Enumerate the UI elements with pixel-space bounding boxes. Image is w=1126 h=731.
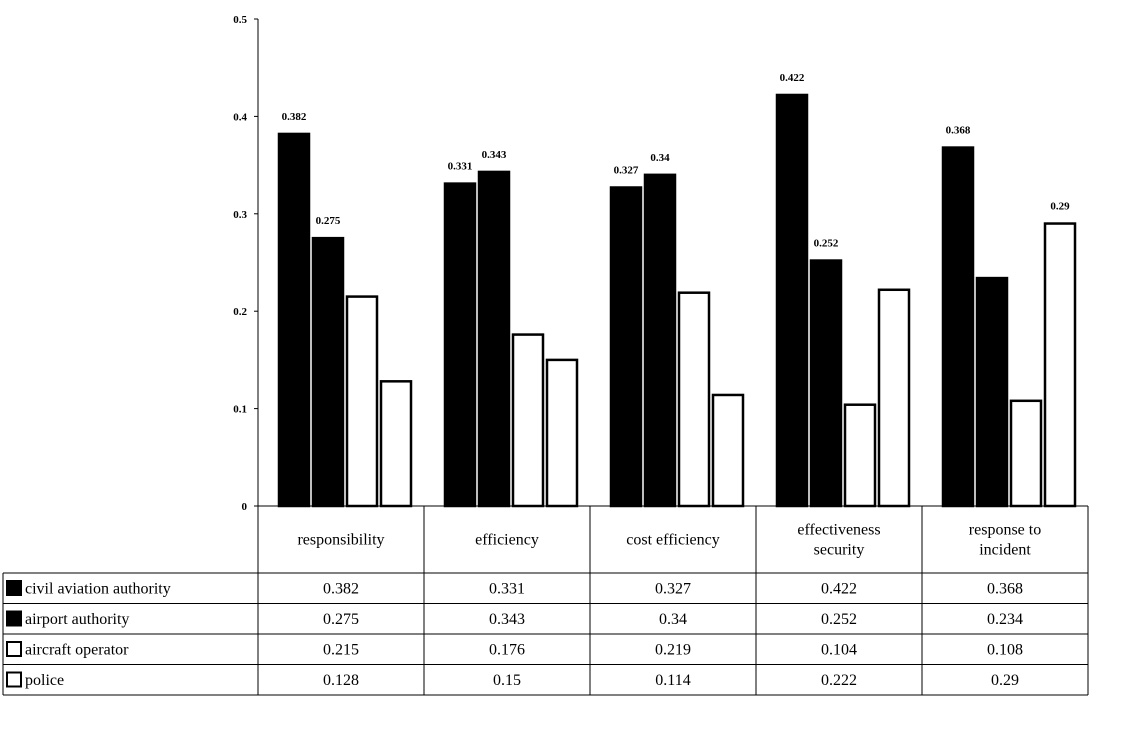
bar-value-label: 0.29 (1050, 201, 1070, 213)
table-cell: 0.331 (489, 580, 525, 597)
table-cell: 0.176 (489, 641, 525, 658)
bar (1009, 399, 1043, 508)
bar (643, 173, 677, 508)
bar (877, 288, 911, 508)
bar-value-label: 0.343 (482, 149, 507, 161)
legend-swatch (6, 610, 22, 627)
category-label: incident (979, 542, 1031, 559)
legend-swatch (6, 641, 22, 657)
bar-value-label: 0.422 (780, 72, 805, 84)
table-cell: 0.234 (987, 611, 1023, 628)
bar (975, 276, 1009, 508)
legend-label: airport authority (25, 611, 129, 628)
table-cell: 0.275 (323, 611, 359, 628)
category-label: security (814, 542, 865, 559)
y-tick-label: 0.2 (233, 306, 247, 318)
bar (775, 93, 809, 508)
category-label: efficiency (475, 532, 539, 549)
table-cell: 0.15 (493, 672, 521, 689)
bar (809, 259, 843, 508)
bar (843, 403, 877, 508)
data-table: responsibility efficiency cost efficiency e… (2, 505, 1089, 696)
table-cell: 0.104 (821, 641, 857, 658)
legend-label: aircraft operator (25, 641, 129, 658)
table-cell: 0.128 (323, 672, 359, 689)
category-label: cost efficiency (626, 532, 719, 549)
y-tick-label: 0 (242, 501, 248, 513)
table-cell: 0.343 (489, 611, 525, 628)
y-tick-label: 0.3 (233, 209, 247, 221)
bar-value-label: 0.252 (814, 238, 839, 250)
table-cell: 0.215 (323, 641, 359, 658)
y-axis: 0 0.1 0.2 0.3 0.4 0.5 (233, 14, 259, 513)
legend-swatch (6, 580, 22, 596)
table-cell: 0.368 (987, 580, 1023, 597)
table-cell: 0.34 (659, 611, 687, 628)
legend-label: civil aviation authority (25, 580, 171, 597)
bar-value-label: 0.34 (650, 152, 670, 164)
bar-value-label: 0.275 (316, 215, 341, 227)
bar-value-label: 0.327 (614, 165, 639, 177)
y-tick-label: 0.1 (233, 404, 247, 416)
bar-value-label: 0.331 (448, 161, 473, 173)
bar (477, 170, 511, 508)
bar (443, 182, 477, 508)
bar (545, 358, 579, 508)
table-cell: 0.219 (655, 641, 691, 658)
bar (677, 291, 711, 508)
bar (609, 186, 643, 508)
bar (511, 333, 545, 508)
table-cell: 0.108 (987, 641, 1023, 658)
bar (711, 393, 745, 508)
table-cell: 0.382 (323, 580, 359, 597)
bar (311, 236, 345, 508)
category-label: responsibility (297, 532, 384, 549)
bar (1043, 222, 1077, 508)
table-cell: 0.114 (655, 672, 690, 689)
bar-value-label: 0.368 (946, 125, 971, 137)
bar-value-label: 0.382 (282, 111, 307, 123)
bar (277, 132, 311, 508)
category-label: response to (969, 522, 1041, 539)
data-labels: 0.382 0.331 0.327 0.422 0.368 0.275 0.343 0.34 0… (282, 72, 1071, 250)
bars (277, 93, 1077, 508)
table-cell: 0.327 (655, 580, 691, 597)
table-cell: 0.29 (991, 672, 1019, 689)
bar (379, 380, 413, 508)
bar (345, 295, 379, 508)
y-tick-label: 0.4 (233, 111, 247, 123)
y-tick-label: 0.5 (233, 14, 247, 26)
legend-label: police (25, 672, 64, 689)
legend-swatch (6, 671, 22, 688)
table-cell: 0.422 (821, 580, 857, 597)
table-cell: 0.252 (821, 611, 857, 628)
category-label: effectiveness (797, 522, 880, 539)
table-cell: 0.222 (821, 672, 857, 689)
bar (941, 146, 975, 508)
